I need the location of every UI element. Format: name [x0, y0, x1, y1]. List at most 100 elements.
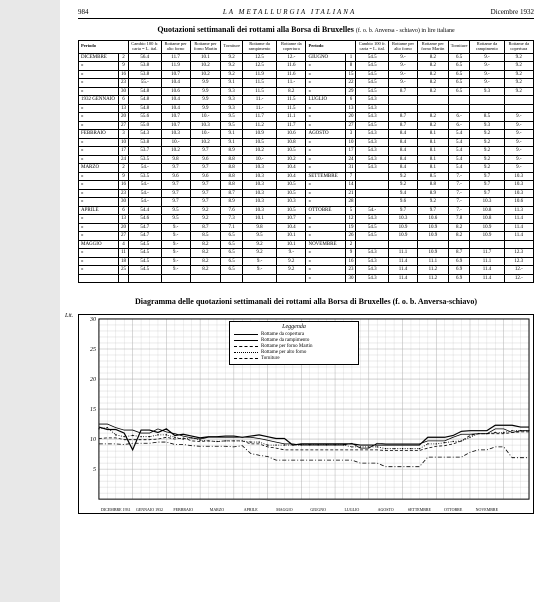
table-cell-month: »: [79, 62, 119, 71]
table-cell: 10.2: [190, 62, 221, 71]
svg-text:LUGLIO: LUGLIO: [345, 507, 360, 512]
table-cell: 11.4: [389, 257, 418, 266]
table-cell: 12.5: [243, 62, 277, 71]
table-cell-month: »: [306, 232, 346, 241]
table-cell: 9.5: [221, 121, 243, 130]
table-cell: 8.2: [190, 249, 221, 258]
table-cell: 7.1: [221, 223, 243, 232]
svg-text:OTTOBRE: OTTOBRE: [444, 507, 463, 512]
table-cell: 54.5: [356, 53, 389, 62]
table-cell: 11.1: [470, 257, 504, 266]
table-cell: 9.-: [470, 70, 504, 79]
table-col-header: Rottame da copertura: [504, 41, 533, 54]
table-col-header: Periodo: [306, 41, 356, 54]
table-cell: 9.9: [190, 96, 221, 105]
table-cell: [389, 104, 418, 113]
table-cell-month: »: [79, 104, 119, 113]
table-cell: 8.2: [417, 62, 448, 71]
table-cell: 10.3: [504, 181, 533, 190]
table-cell-month: »: [79, 232, 119, 241]
table-cell: 6.5: [221, 240, 243, 249]
table-row: »2755.010.710.39.511.211.7»2754.58.78.26…: [79, 121, 534, 130]
table-body: DICEMBRE256.411.710.19.212.512.-GIUGNO15…: [79, 53, 534, 283]
table-cell: 53.8: [129, 62, 162, 71]
table-cell: 10.5: [243, 138, 277, 147]
table-cell-month: »: [306, 215, 346, 224]
svg-text:GENNAIO 1932: GENNAIO 1932: [136, 507, 163, 512]
table-cell: 54.-: [129, 181, 162, 190]
table-cell-day: 2: [119, 53, 129, 62]
table-cell: 10.3: [243, 189, 277, 198]
table-cell: 9.9: [190, 104, 221, 113]
table-cell-month: »: [79, 198, 119, 207]
table-col-header: Cambio 100 fr. carta = L. ital.: [129, 41, 162, 54]
table-cell: 10.-: [190, 113, 221, 122]
table-cell: 10.9: [389, 232, 418, 241]
table-cell: 54.3: [356, 104, 389, 113]
table-cell: 6.-: [448, 113, 470, 122]
svg-text:MARZO: MARZO: [210, 507, 225, 512]
table-row: »1654.-9.79.78.810.310.5»149.28.87.-9.71…: [79, 181, 534, 190]
table-cell: 10.3: [190, 121, 221, 130]
table-row: »953.59.69.68.810.310.4SETTEMBRE79.28.57…: [79, 172, 534, 181]
table-cell: 10.3: [243, 198, 277, 207]
table-cell: 10.2: [190, 138, 221, 147]
table-cell: 9.2: [504, 62, 533, 71]
header-date: Dicembre 1932: [491, 8, 534, 16]
table-cell: 8.8: [221, 172, 243, 181]
table-title-main: Quotazioni settimanali dei rottami alla …: [157, 25, 354, 34]
table-cell: 54.6: [129, 215, 162, 224]
table-cell: [448, 240, 470, 249]
table-cell: 11.2: [243, 121, 277, 130]
table-cell: 54.3: [356, 96, 389, 105]
table-cell-day: 2: [346, 240, 356, 249]
table-cell-day: 27: [119, 121, 129, 130]
table-cell: 8.5: [417, 172, 448, 181]
table-cell: 9.-: [243, 266, 277, 275]
table-cell: 8.8: [221, 155, 243, 164]
table-cell-day: 24: [119, 155, 129, 164]
table-cell: 10.7: [161, 70, 190, 79]
table-col-header: Torniture: [448, 41, 470, 54]
table-cell: 11.2: [417, 274, 448, 283]
table-cell: 6.5: [221, 249, 243, 258]
table-cell: 9.-: [277, 249, 306, 258]
table-cell: 10.1: [190, 53, 221, 62]
table-cell: 10.9: [417, 223, 448, 232]
svg-text:SETTEMBRE: SETTEMBRE: [408, 507, 432, 512]
table-cell: 9.2: [504, 53, 533, 62]
table-cell: 10.7: [277, 215, 306, 224]
table-cell: 9.1: [221, 130, 243, 139]
table-cell-day: 24: [346, 155, 356, 164]
table-cell: 12.3: [504, 257, 533, 266]
table-cell: 8.2: [190, 240, 221, 249]
table-cell: 10.-: [161, 138, 190, 147]
table-cell: 10.6: [504, 198, 533, 207]
table-cell: 9.7: [417, 206, 448, 215]
table-cell: 10.2: [161, 147, 190, 156]
table-cell: 10.5: [277, 147, 306, 156]
table-cell: 54.-: [129, 164, 162, 173]
svg-text:FEBBRAIO: FEBBRAIO: [173, 507, 193, 512]
table-cell: 10.6: [161, 87, 190, 96]
legend-line: [234, 352, 258, 353]
journal-title: LA METALLURGIA ITALIANA: [223, 8, 356, 16]
table-cell: 11.-: [243, 104, 277, 113]
table-cell-day: 27: [119, 232, 129, 241]
table-row: »3054.-9.79.78.910.310.3»289.69.27.-10.3…: [79, 198, 534, 207]
table-cell: [504, 104, 533, 113]
table-cell: 8.2: [417, 53, 448, 62]
table-cell: 6.-: [448, 121, 470, 130]
table-cell: 10.2: [190, 70, 221, 79]
table-cell: [356, 172, 389, 181]
table-cell: 6.5: [221, 232, 243, 241]
legend-item: Torniture: [234, 356, 354, 361]
table-cell-day: 10: [346, 138, 356, 147]
table-cell: 7.-: [448, 189, 470, 198]
table-cell: 9.2: [504, 87, 533, 96]
table-cell: 10.7: [161, 113, 190, 122]
table-cell: 54.3: [356, 147, 389, 156]
table-cell: 54.3: [356, 155, 389, 164]
table-cell-day: 1: [346, 53, 356, 62]
table-cell: 11.1: [277, 113, 306, 122]
